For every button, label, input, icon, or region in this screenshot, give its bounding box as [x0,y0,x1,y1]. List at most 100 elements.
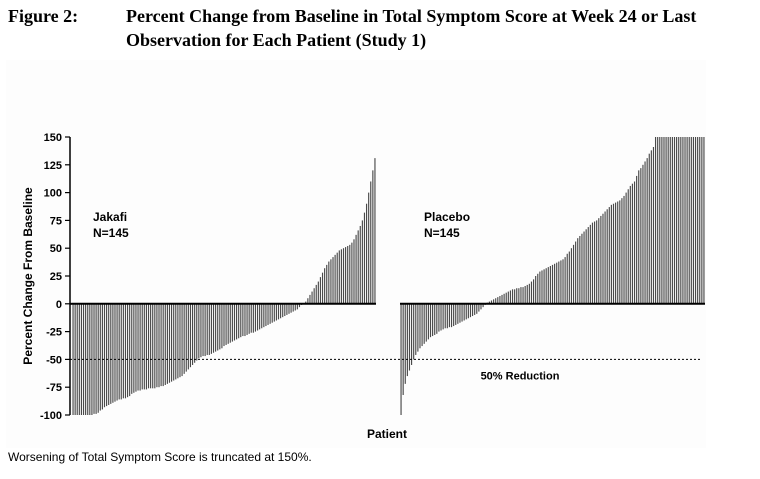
bar-jakafi [112,303,114,403]
bar-placebo [478,303,480,312]
bar-jakafi [309,294,311,304]
bar-jakafi [229,303,231,343]
bar-placebo [646,158,648,304]
y-tick-label: -100 [40,410,62,422]
bar-placebo [526,284,528,304]
bar-placebo [556,262,558,304]
bar-jakafi [196,303,198,361]
bar-jakafi [238,303,240,339]
bar-jakafi [141,303,143,390]
bar-placebo [490,300,493,304]
bar-jakafi [208,303,210,355]
bar-jakafi [217,303,219,351]
bar-jakafi [256,303,259,331]
bar-placebo [524,286,526,304]
bar-jakafi [147,303,150,389]
bar-placebo [488,301,490,304]
bar-jakafi [103,303,106,408]
bar-placebo [474,303,476,315]
bar-placebo [602,213,604,304]
bar-placebo [587,227,589,304]
bar-jakafi [120,303,122,400]
bar-jakafi [189,303,192,368]
bar-placebo [511,289,514,304]
bar-placebo [623,195,625,304]
bar-jakafi [166,303,168,384]
bar-placebo [566,253,568,304]
bar-placebo [520,287,522,304]
panel-name-label: Jakafi [93,210,127,224]
bar-placebo [564,257,566,304]
bar-jakafi [227,303,229,344]
bar-jakafi [223,303,225,347]
panel-name-label: Placebo [424,210,470,224]
bar-jakafi [311,291,313,304]
bar-placebo [495,298,497,304]
bar-placebo [606,209,608,304]
bar-placebo [562,259,564,304]
bar-jakafi [108,303,110,405]
bar-placebo [406,303,408,377]
bar-jakafi [233,303,236,341]
bar-jakafi [340,249,342,304]
bar-jakafi [336,252,338,304]
bar-placebo [549,265,551,304]
bar-placebo [654,137,657,304]
bar-placebo [694,137,697,304]
bar-jakafi [171,303,173,382]
bar-placebo [699,137,701,304]
bar-placebo [471,303,474,317]
bar-placebo [532,279,535,304]
bar-placebo [612,203,615,304]
bar-jakafi [137,303,139,391]
bar-placebo [589,224,591,304]
bar-jakafi [248,303,250,334]
bar-placebo [493,299,495,304]
bar-jakafi [326,264,328,304]
y-tick-label: -75 [46,382,62,394]
bar-jakafi [210,303,212,354]
bar-placebo [476,303,478,314]
bar-placebo [617,201,619,304]
bar-jakafi [76,303,78,415]
bar-placebo [503,293,505,304]
bar-placebo [684,137,686,304]
y-tick-label: 125 [44,160,62,172]
bar-jakafi [277,303,280,320]
bar-jakafi [221,303,223,349]
bar-jakafi [80,303,83,415]
bar-jakafi [290,303,292,313]
bar-jakafi [250,303,252,333]
bar-placebo [554,263,556,304]
bar-jakafi [259,303,261,330]
bar-placebo [440,303,442,331]
bar-placebo [547,267,549,304]
bar-placebo [697,137,699,304]
bar-jakafi [292,303,294,312]
bar-placebo [665,137,667,304]
bar-placebo [543,269,545,304]
y-tick-label: -25 [46,327,62,339]
bar-placebo [530,281,533,304]
bar-jakafi [145,303,147,390]
bar-jakafi [374,158,376,304]
bar-jakafi [204,303,206,357]
bar-jakafi [363,212,366,304]
bar-placebo [642,164,644,304]
bar-jakafi [236,303,238,340]
y-axis-label: Percent Change From Baseline [21,187,35,365]
bar-placebo [432,303,434,337]
bar-jakafi [345,247,347,304]
panel-n-label: N=145 [93,226,129,240]
plot-area: 150 125 100 75 50 25 0 -25 -50 -75 -100 Percent Cha… [0,60,760,450]
bar-placebo [591,222,594,304]
bar-placebo [408,303,411,371]
bar-placebo [545,268,547,304]
y-tick-label: 0 [56,299,62,311]
bar-jakafi [305,301,307,304]
bar-jakafi [254,303,257,332]
bar-placebo [518,288,520,304]
footnote: Worsening of Total Symptom Score is trun… [8,450,312,464]
bar-placebo [570,248,573,304]
bar-placebo [667,137,669,304]
